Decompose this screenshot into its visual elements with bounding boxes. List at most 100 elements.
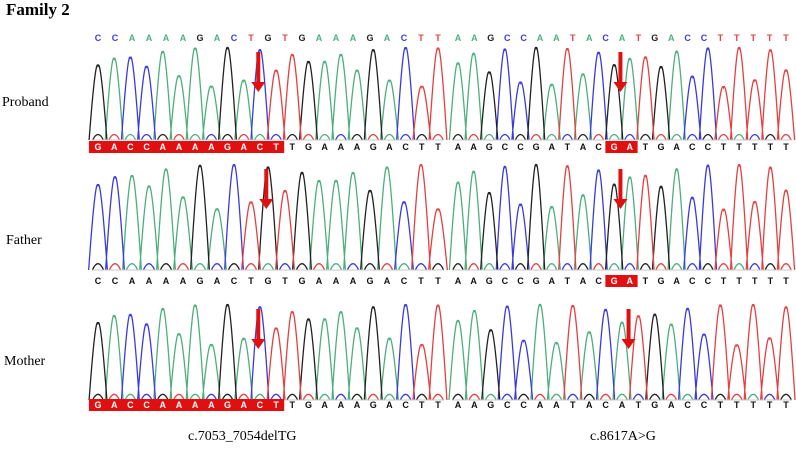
panel-left-row-2-seq-base: C (127, 400, 134, 410)
panel-right-row-1-seq-base: T (768, 276, 774, 286)
panel-right-row-1-seq-base: T (643, 276, 649, 286)
panel-right-row-1-arrow-head (613, 199, 628, 209)
panel-left-row-0-seq-base: A (111, 142, 118, 152)
panel-right-row-1-seq-base: A (455, 276, 462, 286)
panel-right-row-0-seq-base: G (658, 142, 665, 152)
panel-left-ref-base: T (282, 33, 288, 43)
panel-left-row-0-seq-base: A (354, 142, 361, 152)
panel-left-row-0-seq-base: A (321, 142, 328, 152)
panel-right-row-2-seq-base: T (636, 400, 642, 410)
panel-left-row-1-seq-base: C (231, 276, 238, 286)
panel-left-row-1-seq-base: G (196, 276, 203, 286)
panel-right-row-2-trace-T (468, 303, 796, 401)
panel-right-row-0-arrow-head (613, 82, 628, 92)
panel-left-row-2-seq-base: A (321, 400, 328, 410)
panel-right-ref-base: T (750, 33, 756, 43)
panel-left-row-0-trace-T (108, 47, 448, 141)
panel-right-row-1-seq-base: G (611, 276, 618, 286)
panel-left-ref-base: A (180, 33, 187, 43)
panel-left-ref-base: A (384, 33, 391, 43)
panel-left-row-0-seq-base: A (160, 142, 167, 152)
panel-left-row-0-seq-base: C (257, 142, 264, 152)
panel-right-row-0-seq-base: A (548, 142, 555, 152)
panel-left-row-1-seq-base: G (366, 276, 373, 286)
panel-left-row-0-seq-base: C (127, 142, 134, 152)
panel-left-ref-base: T (435, 33, 441, 43)
panel-left-row-0-seq-base: G (305, 142, 312, 152)
panel-right-row-1-trace-C (495, 164, 761, 271)
panel-right-row-0-seq-base: T (736, 142, 742, 152)
panel-right-row-0-seq-base: T (721, 142, 727, 152)
panel-right-row-0-seq-base: G (611, 142, 618, 152)
caption-right: c.8617A>G (590, 429, 656, 444)
panel-right-row-1-trace-A (448, 168, 745, 271)
panel-right-row-2-trace-A (448, 303, 760, 401)
panel-right-row-1-seq-base: G (658, 276, 665, 286)
panel-left-row-2-seq-highlight (88, 399, 285, 411)
panel-left-row-1-seq-base: A (384, 276, 391, 286)
panel-left-row-1-seq-base: T (418, 276, 424, 286)
panel-left-ref-base: A (163, 33, 170, 43)
panel-right-row-1-seq-base: T (565, 276, 571, 286)
panel-left-row-2-trace-A (104, 304, 399, 401)
panel-left-row-0-seq-base: A (386, 142, 393, 152)
panel-right-row-2-seq-base: A (537, 400, 544, 410)
panel-right-row-2-seq-base: A (668, 400, 675, 410)
panel-right-ref-base: C (701, 33, 708, 43)
panel-left-row-0-seq-base: C (402, 142, 409, 152)
panel-right-ref-base: T (636, 33, 642, 43)
panel-right-ref-base: G (651, 33, 658, 43)
caption-left: c.7053_7054delTG (188, 429, 297, 444)
panel-left-ref-base: C (95, 33, 102, 43)
figure-title: Family 2 (6, 0, 70, 19)
panel-right-row-1-trace-T (467, 164, 796, 271)
panel-left-row-1-trace-C (88, 164, 428, 271)
panel-left-row-2-seq-base: G (305, 400, 312, 410)
panel-right-row-0-seq-base: T (768, 142, 774, 152)
panel-left-ref-base: A (146, 33, 153, 43)
panel-left-row-2-trace-G (88, 303, 428, 401)
panel-left-row-1-trace-A (122, 166, 411, 271)
panel-left-row-2-trace-C (120, 303, 416, 401)
panel-left-row-2-seq-base: T (273, 400, 279, 410)
panel-left-row-0-seq-base: T (290, 142, 296, 152)
panel-right-row-1-seq-base: A (673, 276, 680, 286)
panel-right-ref-base: A (471, 33, 478, 43)
panel-right-ref-base: C (684, 33, 691, 43)
panel-right-row-0-trace-A (448, 50, 745, 141)
panel-right-row-2-seq-base: C (520, 400, 527, 410)
panel-right-ref-base: C (602, 33, 609, 43)
panel-right-ref-base: T (570, 33, 576, 43)
panel-right-row-1-seq-base: G (533, 276, 540, 286)
panel-right-row-1-seq-base: A (548, 276, 555, 286)
panel-left-row-0-arrow-head (251, 82, 266, 92)
panel-right-ref-base: T (718, 33, 724, 43)
panel-left-row-1-seq-base: T (282, 276, 288, 286)
panel-left-row-0-seq-base: T (273, 142, 279, 152)
panel-right-row-2-seq-base: T (767, 400, 773, 410)
panel-right-row-0-seq-base: C (595, 142, 602, 152)
panel-right-row-1-seq-base: T (752, 276, 758, 286)
panel-right-row-2-seq-base: A (553, 400, 560, 410)
panel-right-row-0-seq-base: T (783, 142, 789, 152)
panel-right-row-2-seq-base: T (783, 400, 789, 410)
panel-left-row-1-seq-base: A (214, 276, 221, 286)
panel-left-row-2-seq-base: G (94, 400, 101, 410)
panel-right-row-2-seq-base: C (504, 400, 511, 410)
panel-right-row-2-seq-base: T (570, 400, 576, 410)
panel-left-row-0-trace-C (120, 46, 416, 141)
panel-right-row-0-seq-base: A (580, 142, 587, 152)
panel-right-row-2-trace-G (452, 313, 792, 401)
panel-right-row-1-seq-base: T (721, 276, 727, 286)
panel-right-ref-base: A (586, 33, 593, 43)
panel-left-row-1-trace-T (108, 164, 448, 271)
panel-left-row-1-seq-base: A (146, 276, 153, 286)
panel-right-row-0-seq-highlight (605, 141, 638, 153)
panel-left-ref-base: A (129, 33, 136, 43)
panel-left-ref-base: A (214, 33, 221, 43)
panel-left-row-2-trace-T (108, 304, 448, 401)
panel-left-ref-base: C (401, 33, 408, 43)
panel-left-row-0-seq-highlight (88, 141, 285, 153)
panel-left-row-1-trace-G (91, 164, 445, 271)
panel-left-row-2-seq-base: A (208, 400, 215, 410)
